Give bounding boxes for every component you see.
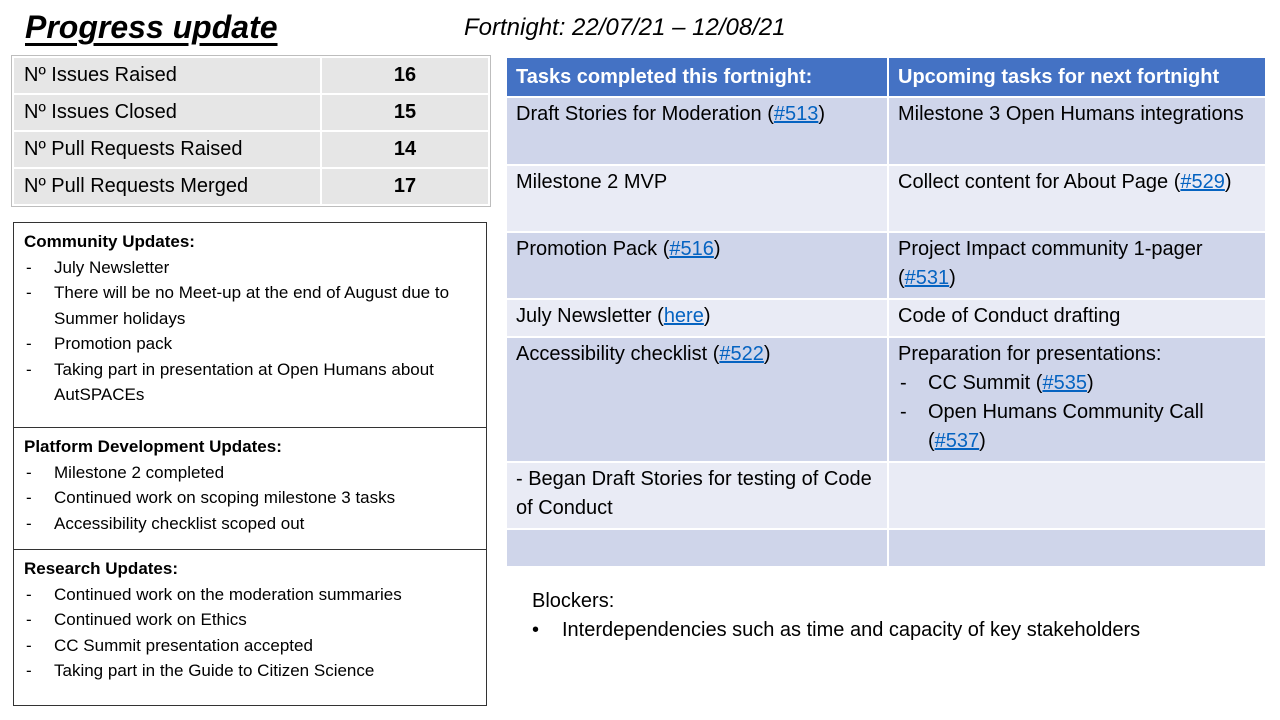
sub-item-text: CC Summit ( bbox=[928, 372, 1043, 394]
research-list: Continued work on the moderation summari… bbox=[24, 582, 476, 684]
issue-link[interactable]: #513 bbox=[773, 103, 819, 125]
completed-task-cell: Accessibility checklist (#522) bbox=[505, 336, 889, 463]
upcoming-task-cell bbox=[887, 528, 1267, 568]
tasks-header-row: Tasks completed this fortnight: Upcoming… bbox=[505, 56, 1267, 98]
stat-value: 17 bbox=[320, 167, 490, 206]
list-item: CC Summit presentation accepted bbox=[24, 633, 476, 659]
stats-row: Nº Issues Raised 16 bbox=[12, 56, 490, 95]
table-row: Draft Stories for Moderation (#513) Mile… bbox=[505, 96, 1267, 166]
community-updates-box: Community Updates: July Newsletter There… bbox=[13, 222, 487, 428]
stat-value: 16 bbox=[320, 56, 490, 95]
list-item: Taking part in the Guide to Citizen Scie… bbox=[24, 658, 476, 684]
list-item: There will be no Meet-up at the end of A… bbox=[24, 280, 476, 331]
task-text: Preparation for presentations: bbox=[898, 343, 1162, 365]
task-text: Project Impact community 1-pager ( bbox=[898, 238, 1203, 289]
stat-label: Nº Issues Closed bbox=[12, 93, 322, 132]
list-item: Accessibility checklist scoped out bbox=[24, 511, 476, 537]
table-row bbox=[505, 528, 1267, 568]
platform-updates-box: Platform Development Updates: Milestone … bbox=[13, 427, 487, 550]
stats-row: Nº Pull Requests Merged 17 bbox=[12, 167, 490, 206]
completed-task-cell: Promotion Pack (#516) bbox=[505, 231, 889, 300]
issue-link[interactable]: #529 bbox=[1180, 171, 1225, 193]
sub-item-text: Open Humans Community Call ( bbox=[928, 401, 1204, 452]
stat-label: Nº Pull Requests Merged bbox=[12, 167, 322, 206]
task-text: Milestone 2 MVP bbox=[516, 171, 668, 193]
completed-task-cell: Draft Stories for Moderation (#513) bbox=[505, 96, 889, 166]
issue-link[interactable]: #531 bbox=[904, 267, 950, 289]
research-updates-box: Research Updates: Continued work on the … bbox=[13, 549, 487, 706]
stats-table: Nº Issues Raised 16 Nº Issues Closed 15 … bbox=[11, 55, 491, 207]
table-row: July Newsletter (here) Code of Conduct d… bbox=[505, 298, 1267, 338]
task-text: Draft Stories for Moderation ( bbox=[516, 103, 774, 125]
upcoming-task-cell: Project Impact community 1-pager (#531) bbox=[887, 231, 1267, 300]
upcoming-task-cell: Milestone 3 Open Humans integrations bbox=[887, 96, 1267, 166]
fortnight-dates: Fortnight: 22/07/21 – 12/08/21 bbox=[464, 14, 786, 41]
list-item: Continued work on scoping milestone 3 ta… bbox=[24, 485, 476, 511]
table-row: Milestone 2 MVP Collect content for Abou… bbox=[505, 164, 1267, 233]
platform-list: Milestone 2 completed Continued work on … bbox=[24, 460, 476, 537]
stat-value: 14 bbox=[320, 130, 490, 169]
community-list: July Newsletter There will be no Meet-up… bbox=[24, 255, 476, 408]
upcoming-column-header: Upcoming tasks for next fortnight bbox=[887, 56, 1267, 98]
blockers-heading: Blockers: bbox=[532, 590, 615, 612]
stats-row: Nº Pull Requests Raised 14 bbox=[12, 130, 490, 169]
upcoming-task-cell bbox=[887, 461, 1267, 530]
completed-task-cell: Milestone 2 MVP bbox=[505, 164, 889, 233]
sub-item: CC Summit (#535) bbox=[898, 369, 1256, 398]
slide-title: Progress update bbox=[25, 9, 278, 45]
task-text-tail: ) bbox=[818, 103, 826, 125]
upcoming-task-cell: Collect content for About Page (#529) bbox=[887, 164, 1267, 233]
community-heading: Community Updates: bbox=[24, 232, 195, 251]
task-text-tail: ) bbox=[1224, 171, 1232, 193]
list-item: Continued work on Ethics bbox=[24, 607, 476, 633]
task-text: Accessibility checklist ( bbox=[516, 343, 720, 365]
list-item: Milestone 2 completed bbox=[24, 460, 476, 486]
list-item: Taking part in presentation at Open Huma… bbox=[24, 357, 476, 408]
table-row: Promotion Pack (#516) Project Impact com… bbox=[505, 231, 1267, 300]
completed-column-header: Tasks completed this fortnight: bbox=[505, 56, 889, 98]
issue-link[interactable]: #537 bbox=[934, 430, 980, 452]
completed-task-cell: July Newsletter (here) bbox=[505, 298, 889, 338]
blockers-section: Blockers: Interdependencies such as time… bbox=[532, 587, 1140, 645]
completed-task-cell: - Began Draft Stories for testing of Cod… bbox=[505, 461, 889, 530]
list-item: July Newsletter bbox=[24, 255, 476, 281]
task-text: - Began Draft Stories for testing of Cod… bbox=[516, 468, 872, 519]
table-row: Accessibility checklist (#522) Preparati… bbox=[505, 336, 1267, 463]
task-text: Promotion Pack ( bbox=[516, 238, 670, 260]
task-text: Milestone 3 Open Humans integrations bbox=[898, 103, 1244, 125]
task-text-tail: ) bbox=[949, 267, 956, 289]
table-row: - Began Draft Stories for testing of Cod… bbox=[505, 461, 1267, 530]
research-heading: Research Updates: bbox=[24, 559, 179, 578]
sub-item: Open Humans Community Call (#537) bbox=[898, 398, 1256, 456]
platform-heading: Platform Development Updates: bbox=[24, 437, 282, 456]
task-text-tail: ) bbox=[713, 238, 721, 260]
bullet-item: Interdependencies such as time and capac… bbox=[532, 616, 1140, 645]
task-text: Code of Conduct drafting bbox=[898, 305, 1121, 327]
task-text-tail: ) bbox=[763, 343, 771, 365]
list-item: Promotion pack bbox=[24, 331, 476, 357]
issue-link[interactable]: #522 bbox=[719, 343, 764, 365]
task-text: Collect content for About Page ( bbox=[898, 171, 1181, 193]
upcoming-task-cell: Preparation for presentations: CC Summit… bbox=[887, 336, 1267, 463]
stat-label: Nº Pull Requests Raised bbox=[12, 130, 322, 169]
task-text-tail: ) bbox=[703, 305, 711, 327]
completed-task-cell bbox=[505, 528, 889, 568]
stat-label: Nº Issues Raised bbox=[12, 56, 322, 95]
sub-item-tail: ) bbox=[979, 430, 986, 452]
list-item: Continued work on the moderation summari… bbox=[24, 582, 476, 608]
task-text: July Newsletter ( bbox=[516, 305, 664, 327]
upcoming-task-cell: Code of Conduct drafting bbox=[887, 298, 1267, 338]
tasks-table: Tasks completed this fortnight: Upcoming… bbox=[505, 56, 1267, 568]
sub-item-tail: ) bbox=[1086, 372, 1094, 394]
newsletter-link[interactable]: here bbox=[663, 305, 704, 327]
stat-value: 15 bbox=[320, 93, 490, 132]
issue-link[interactable]: #535 bbox=[1042, 372, 1087, 394]
stats-row: Nº Issues Closed 15 bbox=[12, 93, 490, 132]
issue-link[interactable]: #516 bbox=[669, 238, 714, 260]
